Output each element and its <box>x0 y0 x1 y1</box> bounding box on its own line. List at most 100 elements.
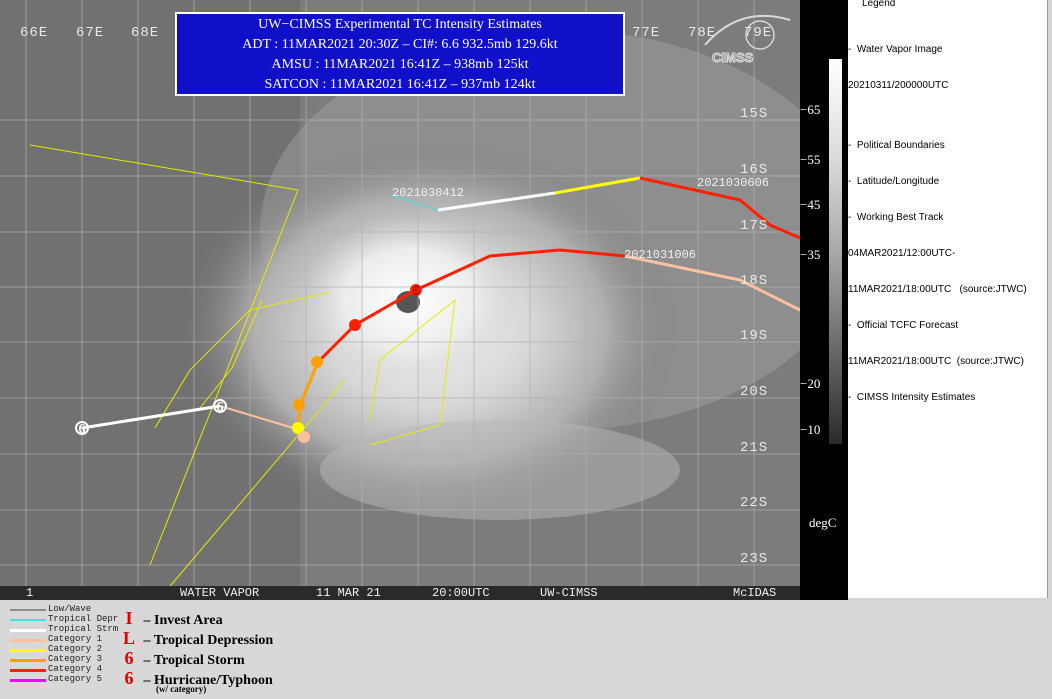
legend-track-label: Category 4 <box>48 664 103 674</box>
lon-label: 67E <box>76 25 105 41</box>
legend-line: - CIMSS Intensity Estimates <box>848 392 976 403</box>
track-label: 2021030412 <box>392 186 464 200</box>
map-graphics: 6 6 3 3 2 1 6 6 2021030412 2021030606 20… <box>0 0 800 600</box>
lon-label: 78E <box>688 25 717 41</box>
lat-label: 19S <box>740 328 769 344</box>
legend-swatch <box>10 639 46 642</box>
track-legend: Low/Wave Tropical Depr Tropical Strm Cat… <box>0 600 1052 699</box>
legend-line: 11MAR2021/18:00UTC (source:JTWC) <box>848 356 1024 367</box>
legend-swatch <box>10 679 46 682</box>
lon-label: 68E <box>131 25 160 41</box>
storm-symbol: 6 <box>213 399 227 415</box>
legend-track-label: Tropical Depr <box>48 614 119 624</box>
svg-text:3: 3 <box>296 399 303 414</box>
legend-panel-lines: - Water Vapor Image 20210311/200000UTC -… <box>848 20 1047 428</box>
svg-text:6: 6 <box>413 284 420 299</box>
intensity-estimates-box: UW−CIMSS Experimental TC Intensity Estim… <box>175 12 625 96</box>
satcon-estimate: SATCON : 11MAR2021 16:41Z – 937mb 124kt <box>264 77 536 92</box>
storm-symbol: 6 <box>410 284 422 299</box>
hurricane-icon: 6 <box>124 668 134 688</box>
legend-symbol-depression: L – Tropical Depression <box>118 628 273 649</box>
scale-gradient-bar <box>829 59 842 444</box>
legend-track-label: Category 1 <box>48 634 103 644</box>
legend-title: Legend <box>862 0 896 9</box>
scale-tick: −55 <box>800 152 821 167</box>
source-label: UW-CIMSS <box>540 586 598 600</box>
legend-panel: Legend - Water Vapor Image 20210311/2000… <box>848 0 1048 598</box>
lat-label: 15S <box>740 106 769 122</box>
tropical-storm-icon: 6 <box>124 648 134 668</box>
legend-symbol-invest: I – Invest Area <box>118 608 222 629</box>
svg-text:2: 2 <box>295 422 302 437</box>
date-label: 11 MAR 21 <box>316 586 381 600</box>
track-label: 2021030606 <box>697 176 769 190</box>
storm-symbol: 6 <box>75 421 89 437</box>
scale-tick: −65 <box>800 102 821 117</box>
legend-swatch <box>10 619 46 621</box>
satellite-map: 6 6 3 3 2 1 6 6 2021030412 2021030606 20… <box>0 0 800 600</box>
legend-symbol-note: (w/ category) <box>156 684 207 694</box>
legend-swatch <box>10 669 46 672</box>
legend-symbol-hurricane: 6 – Hurricane/Typhoon <box>118 668 273 689</box>
adt-estimate: ADT : 11MAR2021 20:30Z – CI#: 6.6 932.5m… <box>242 37 558 52</box>
legend-line: 11MAR2021/18:00UTC (source:JTWC) <box>848 284 1027 295</box>
track-label: 2021031006 <box>624 248 696 262</box>
svg-text:CIMSS: CIMSS <box>712 50 754 65</box>
svg-text:1: 1 <box>301 431 308 446</box>
legend-line: 04MAR2021/12:00UTC- <box>848 248 956 259</box>
legend-swatch <box>10 649 46 652</box>
lon-label: 77E <box>632 25 661 41</box>
legend-track-label: Category 3 <box>48 654 103 664</box>
storm-symbols: 6 6 3 3 2 1 6 6 <box>75 284 422 446</box>
legend-line: - Water Vapor Image <box>848 44 943 55</box>
scale-tick: −35 <box>800 247 821 262</box>
depression-icon: L <box>122 628 135 648</box>
svg-text:6: 6 <box>79 422 86 437</box>
storm-symbol: 2 <box>292 422 304 437</box>
legend-swatch <box>10 609 46 611</box>
svg-text:3: 3 <box>314 356 321 371</box>
rainband <box>320 420 680 520</box>
legend-track-label: Tropical Strm <box>48 624 119 634</box>
legend-track-label: Category 2 <box>48 644 103 654</box>
time-label: 20:00UTC <box>432 586 490 600</box>
track-labels: 2021030412 2021030606 2021031006 <box>392 176 769 262</box>
lat-label: 20S <box>740 384 769 400</box>
legend-swatch <box>10 629 46 632</box>
storm-symbol: 1 <box>298 431 310 446</box>
legend-line: - Political Boundaries <box>848 140 945 151</box>
lon-label: 66E <box>20 25 49 41</box>
lat-label: 17S <box>740 218 769 234</box>
best-track <box>296 176 800 441</box>
scale-tick: −10 <box>800 422 821 437</box>
scale-tick: −20 <box>800 376 821 391</box>
legend-line: - Working Best Track <box>848 212 944 223</box>
image-footer: 1 WATER VAPOR 11 MAR 21 20:00UTC UW-CIMS… <box>0 586 800 600</box>
channel-label: WATER VAPOR <box>180 586 260 600</box>
svg-text:6: 6 <box>352 319 359 334</box>
lat-label: 21S <box>740 440 769 456</box>
cimss-logo: CIMSS <box>704 14 791 66</box>
lon-label: 79E <box>744 25 773 41</box>
lat-label: 18S <box>740 273 769 289</box>
scale-unit: degC <box>809 515 837 530</box>
storm-symbol: 3 <box>311 356 323 371</box>
scale-tick: −45 <box>800 197 821 212</box>
legend-line: 20210311/200000UTC <box>848 80 949 91</box>
legend-track-label: Category 5 <box>48 674 103 684</box>
lat-label: 16S <box>740 162 769 178</box>
legend-symbol-storm: 6 – Tropical Storm <box>118 648 245 669</box>
storm-symbol: 6 <box>349 319 361 334</box>
lat-label: 23S <box>740 551 769 567</box>
legend-line: - Official TCFC Forecast <box>848 320 959 331</box>
frame-number: 1 <box>26 586 34 600</box>
temperature-scale: −65 −55 −45 −35 −20 −10 degC <box>800 0 848 600</box>
storm-symbol: 3 <box>293 399 305 414</box>
legend-line: - Latitude/Longitude <box>848 176 940 187</box>
lat-label: 22S <box>740 495 769 511</box>
forecast-cone <box>29 144 456 599</box>
legend-swatch <box>10 659 46 662</box>
invest-icon: I <box>125 608 133 628</box>
software-label: McIDAS <box>733 586 777 600</box>
forecast-track <box>81 404 301 431</box>
